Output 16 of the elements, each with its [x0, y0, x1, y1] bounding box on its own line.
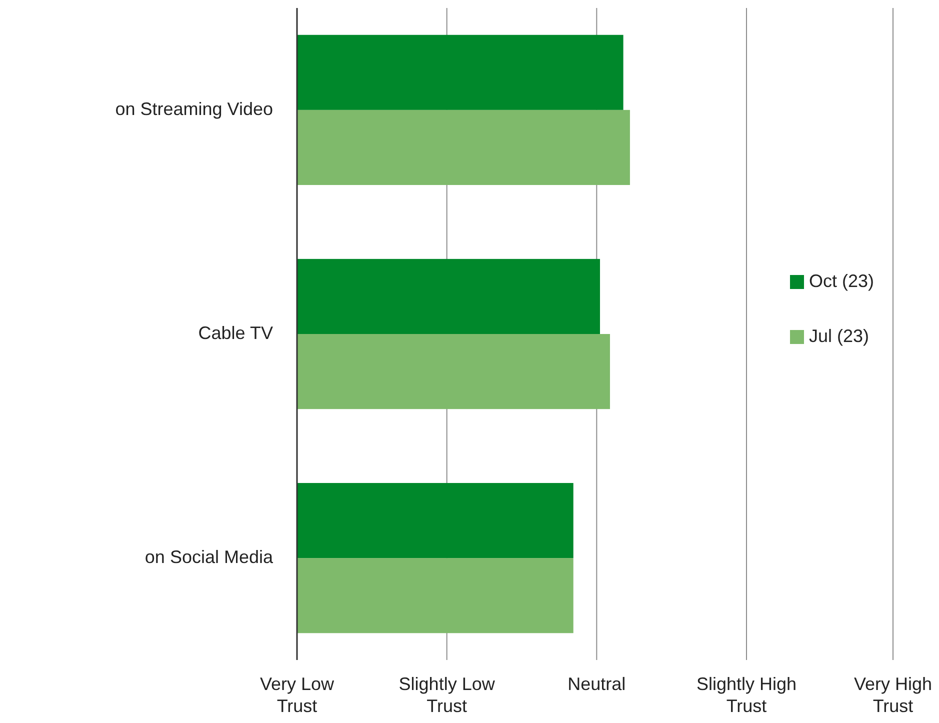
ref-line-label: Slightly Low Trust — [398, 674, 496, 716]
ref-line-label: Neutral — [568, 674, 626, 694]
bar — [297, 482, 574, 558]
bar — [297, 334, 610, 410]
ref-line-label: Slightly High Trust — [696, 674, 797, 716]
y-tick-label: on Streaming Video — [115, 98, 273, 119]
legend-label: Oct (23) — [809, 270, 874, 291]
text: Very Low Trust — [260, 674, 336, 716]
bar — [297, 258, 600, 334]
y-tick-label: Cable TV — [198, 322, 273, 343]
legend-label: Jul (23) — [809, 326, 870, 346]
y-tick-label: on Social Media — [144, 546, 274, 567]
ref-line-label: Very High Trust — [854, 674, 932, 716]
bar — [297, 558, 574, 634]
bar — [297, 110, 630, 186]
bar — [297, 34, 624, 110]
